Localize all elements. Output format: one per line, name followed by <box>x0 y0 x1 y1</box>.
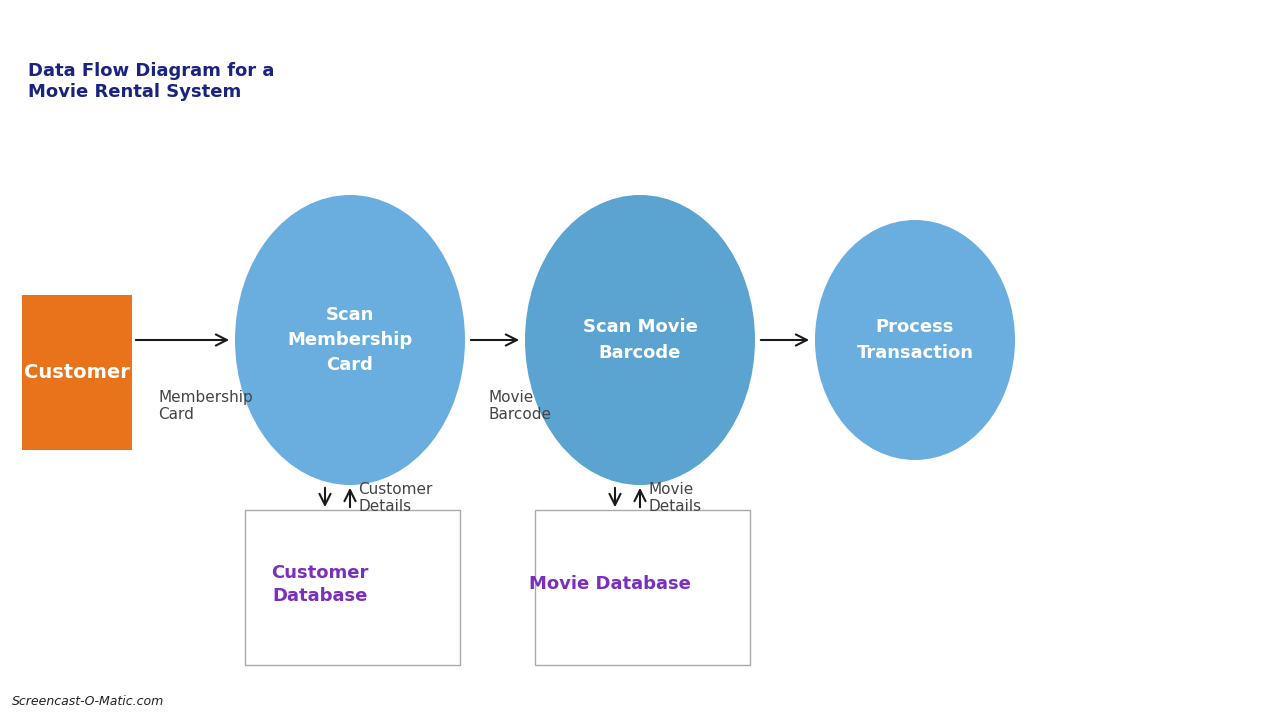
Text: Movie Database: Movie Database <box>530 575 691 593</box>
Text: Customer: Customer <box>24 363 131 382</box>
Text: Membership
Card: Membership Card <box>157 390 252 423</box>
Bar <box>244 510 460 665</box>
Text: Customer
Details: Customer Details <box>358 482 433 514</box>
Text: Process
Transaction: Process Transaction <box>856 318 974 361</box>
Ellipse shape <box>525 195 755 485</box>
Text: Data Flow Diagram for a
Movie Rental System: Data Flow Diagram for a Movie Rental Sys… <box>28 62 274 101</box>
Text: Scan Movie
Barcode: Scan Movie Barcode <box>582 318 698 361</box>
Text: Screencast-O-Matic.com: Screencast-O-Matic.com <box>12 695 164 708</box>
Ellipse shape <box>815 220 1015 460</box>
Ellipse shape <box>236 195 465 485</box>
Text: Scan
Membership
Card: Scan Membership Card <box>288 306 412 374</box>
Bar <box>22 295 132 450</box>
Text: Movie
Details: Movie Details <box>648 482 701 514</box>
Text: Movie
Barcode: Movie Barcode <box>488 390 550 423</box>
Text: Customer
Database: Customer Database <box>271 564 369 606</box>
Bar <box>535 510 750 665</box>
